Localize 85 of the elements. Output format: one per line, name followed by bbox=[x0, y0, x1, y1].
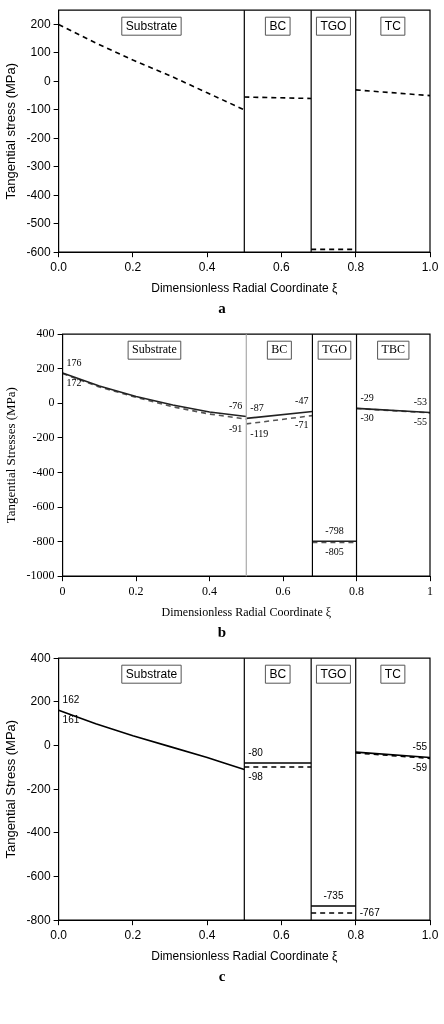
x-tick-label: 1.0 bbox=[421, 927, 439, 942]
x-tick-label: 0.2 bbox=[124, 927, 142, 942]
annotation: -735 bbox=[323, 889, 344, 901]
annotation: -119 bbox=[250, 427, 269, 439]
y-axis-title: Tangential stress (MPa) bbox=[3, 62, 19, 200]
y-tick-label: -400 bbox=[32, 464, 55, 479]
x-tick-label: 0.4 bbox=[202, 583, 218, 598]
annotation: 162 bbox=[62, 693, 80, 705]
y-tick-label: -800 bbox=[32, 533, 55, 548]
x-axis-title: Dimensionless Radial Coordinate ξ bbox=[151, 949, 338, 964]
x-axis-title: Dimensionless Radial Coordinate ξ bbox=[161, 604, 332, 619]
y-tick-label: 400 bbox=[36, 326, 55, 341]
annotation: BC bbox=[269, 666, 287, 681]
annotation: -53 bbox=[413, 396, 427, 408]
y-tick-label: -200 bbox=[26, 130, 51, 145]
y-axis-title: Tangential Stress (MPa) bbox=[3, 719, 19, 859]
x-tick-label: 0.8 bbox=[349, 583, 365, 598]
y-tick-label: -300 bbox=[26, 159, 51, 174]
y-axis-title: Tangential Stresses (MPa) bbox=[3, 387, 19, 524]
annotation: -80 bbox=[248, 746, 264, 758]
y-tick-label: -1000 bbox=[26, 568, 55, 583]
y-tick-label: -600 bbox=[32, 499, 55, 514]
y-tick-label: 200 bbox=[36, 360, 55, 375]
x-tick-label: 0.8 bbox=[347, 259, 365, 274]
annotation: -47 bbox=[295, 395, 309, 407]
annotation: TGO bbox=[320, 666, 347, 681]
x-tick-label: 0.6 bbox=[273, 259, 291, 274]
y-tick-label: -100 bbox=[26, 102, 51, 117]
x-tick-label: 1.0 bbox=[421, 259, 439, 274]
x-tick-label: 0.6 bbox=[273, 927, 291, 942]
annotation: -805 bbox=[325, 546, 344, 558]
annotation: BC bbox=[271, 342, 288, 357]
y-tick-label: 0 bbox=[43, 737, 51, 752]
annotation: -55 bbox=[413, 416, 427, 428]
x-tick-label: 0.0 bbox=[50, 259, 68, 274]
x-tick-label: 0.6 bbox=[275, 583, 291, 598]
y-tick-label: 200 bbox=[30, 694, 51, 709]
annotation: -767 bbox=[359, 906, 381, 918]
annotation: TGO bbox=[320, 18, 347, 33]
annotation: TGO bbox=[322, 342, 348, 357]
x-tick-label: 0.4 bbox=[198, 927, 216, 942]
annotation: -71 bbox=[295, 419, 309, 431]
y-tick-label: -200 bbox=[32, 430, 55, 445]
y-tick-label: 400 bbox=[30, 650, 51, 665]
annotation: -30 bbox=[360, 412, 374, 424]
x-tick-label: 0.4 bbox=[198, 259, 216, 274]
annotation: -98 bbox=[248, 770, 264, 782]
annotation: 172 bbox=[66, 377, 82, 389]
annotation: -55 bbox=[412, 741, 428, 753]
y-tick-label: -400 bbox=[26, 825, 51, 840]
x-axis-title: Dimensionless Radial Coordinate ξ bbox=[151, 281, 338, 296]
annotation: Substrate bbox=[125, 666, 178, 681]
annotation: Substrate bbox=[132, 342, 177, 357]
annotation: 176 bbox=[66, 356, 82, 368]
annotation: BC bbox=[269, 18, 287, 33]
y-tick-label: 0 bbox=[48, 395, 55, 410]
x-tick-label: 0.2 bbox=[124, 259, 142, 274]
annotation: -91 bbox=[228, 422, 243, 434]
y-tick-label: 200 bbox=[30, 16, 51, 31]
annotation: Substrate bbox=[125, 18, 178, 33]
y-tick-label: -500 bbox=[26, 216, 51, 231]
y-tick-label: -400 bbox=[26, 187, 51, 202]
annotation: TC bbox=[384, 18, 402, 33]
annotation: -798 bbox=[325, 524, 344, 536]
text: b bbox=[216, 624, 228, 642]
y-tick-label: -200 bbox=[26, 781, 51, 796]
text: c bbox=[217, 968, 227, 986]
x-tick-label: 0 bbox=[59, 583, 66, 598]
annotation: -87 bbox=[250, 402, 264, 414]
y-tick-label: -600 bbox=[26, 244, 51, 259]
x-tick-label: 0.8 bbox=[347, 927, 365, 942]
y-tick-label: -600 bbox=[26, 868, 51, 883]
x-tick-label: 0.2 bbox=[128, 583, 144, 598]
annotation: -29 bbox=[360, 391, 374, 403]
annotation: -76 bbox=[228, 400, 243, 412]
annotation: TBC bbox=[381, 342, 405, 357]
annotation: -59 bbox=[412, 762, 428, 774]
text: a bbox=[217, 300, 227, 318]
y-tick-label: 100 bbox=[30, 45, 51, 60]
y-tick-label: -800 bbox=[26, 912, 51, 927]
y-tick-label: 0 bbox=[43, 73, 51, 88]
x-tick-label: 0.0 bbox=[50, 927, 68, 942]
annotation: TC bbox=[384, 666, 402, 681]
x-tick-label: 1 bbox=[427, 583, 433, 598]
annotation: 161 bbox=[62, 714, 80, 726]
